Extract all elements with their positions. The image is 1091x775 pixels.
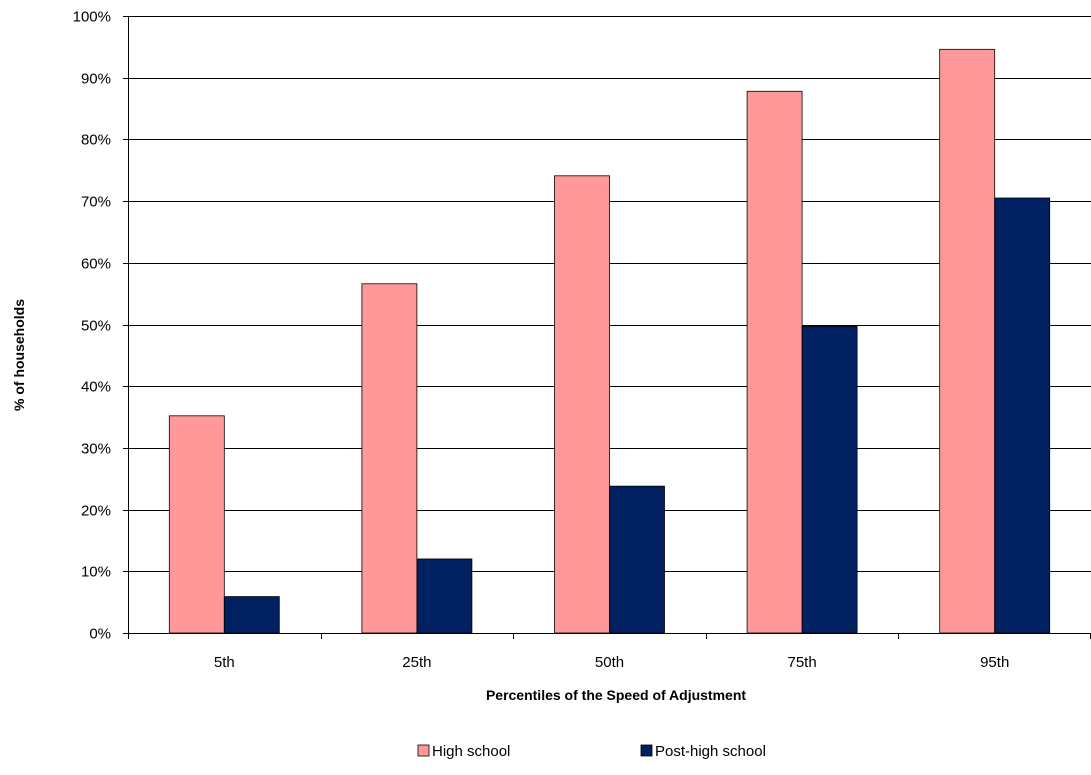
bar-high-school-75th — [746, 90, 803, 634]
y-axis-title: % of households — [11, 299, 27, 411]
tick-labels: 0% 10% 20% 30% 40% 50% 60% 70% 80% 90% 100% 5th 25th… — [73, 9, 1010, 672]
y-tick-label: 60% — [81, 256, 111, 273]
bar-post-high-school-95th — [994, 197, 1051, 634]
bar-high-school-50th — [554, 175, 610, 634]
y-tick-label: 90% — [81, 71, 111, 88]
x-tick-label: 75th — [787, 654, 816, 671]
y-tick-label: 0% — [89, 626, 111, 643]
x-tick-label: 50th — [595, 654, 624, 671]
y-tick-label: 20% — [81, 503, 111, 520]
bars — [168, 48, 1051, 634]
bar-post-high-school-50th — [609, 485, 665, 634]
x-tick-label: 5th — [214, 654, 235, 671]
y-tick-label: 100% — [73, 9, 111, 26]
y-tick-label: 50% — [81, 318, 111, 335]
bar-post-high-school-75th — [801, 325, 858, 634]
legend: High school Post-high school — [417, 743, 766, 760]
x-axis-title: Percentiles of the Speed of Adjustment — [486, 687, 746, 703]
bar-post-high-school-25th — [416, 558, 473, 634]
axes — [123, 16, 1091, 639]
bar-high-school-5th — [168, 415, 225, 634]
bar-high-school-25th — [361, 283, 418, 634]
bar-post-high-school-5th — [223, 596, 280, 634]
legend-label-post-high-school: Post-high school — [655, 743, 766, 760]
legend-swatch-post-high-school — [640, 744, 653, 757]
y-tick-label: 70% — [81, 194, 111, 211]
y-tick-label: 40% — [81, 379, 111, 396]
x-tick-label: 95th — [980, 654, 1009, 671]
y-tick-label: 80% — [81, 132, 111, 149]
y-tick-label: 30% — [81, 441, 111, 458]
x-tick-label: 25th — [402, 654, 431, 671]
bar-high-school-95th — [939, 48, 996, 634]
legend-label-high-school: High school — [432, 743, 510, 760]
legend-swatch-high-school — [417, 744, 430, 757]
y-tick-label: 10% — [81, 564, 111, 581]
